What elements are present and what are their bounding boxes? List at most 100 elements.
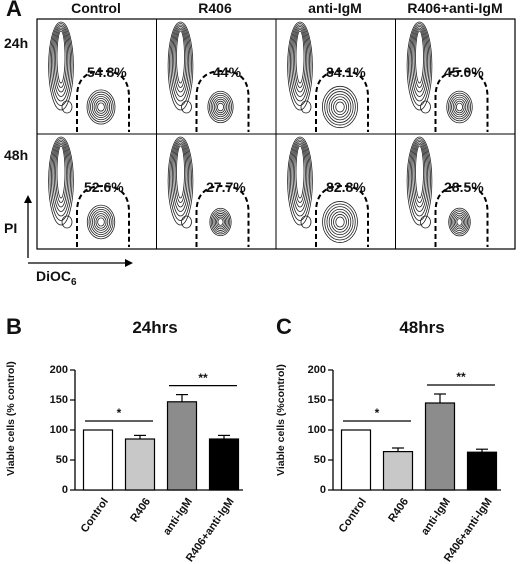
row-header-48h: 48h — [4, 147, 29, 163]
column-header-control: Control — [71, 0, 121, 16]
chart-c-ytick: 100 — [307, 424, 326, 436]
chart-b-bar — [166, 401, 198, 491]
contour-plot — [167, 21, 250, 132]
contour-line — [328, 208, 352, 236]
contour-line — [289, 24, 310, 102]
contour-line — [169, 138, 192, 221]
contour-line — [52, 141, 70, 212]
contour-line — [322, 85, 358, 129]
contour-line — [55, 144, 67, 203]
chart-b-ytick: 50 — [55, 454, 68, 466]
contour-line — [451, 96, 468, 118]
contour-line — [409, 24, 430, 102]
chart-b-ytick: 0 — [61, 484, 68, 496]
contour-line — [415, 145, 424, 199]
contour-line — [452, 212, 467, 232]
chart-c-ytick: 0 — [319, 484, 326, 496]
contour-plot — [48, 21, 130, 132]
contour-line — [406, 136, 433, 226]
contour-line — [209, 92, 232, 122]
pct-48h-anti-igm: 82.8% — [326, 179, 366, 195]
chart-c-ytick: 50 — [313, 454, 326, 466]
contour-line — [408, 23, 431, 106]
contour-line — [212, 96, 229, 118]
contour-line — [415, 30, 424, 84]
contour-line — [292, 27, 308, 93]
dioc-axis-label: DiOC6 — [36, 268, 77, 288]
contour-line — [49, 23, 73, 106]
chart-b-bar — [208, 438, 240, 491]
chart-b-category-label: R406 — [128, 496, 154, 525]
chart-c-bar — [466, 451, 498, 491]
contour-line — [210, 94, 231, 120]
contour-line — [56, 30, 66, 84]
live-gate — [195, 69, 250, 132]
contour-line — [333, 214, 347, 230]
arrowhead-icon — [125, 259, 133, 267]
contour-line — [447, 92, 472, 122]
chart-b-significance-label: * — [116, 406, 122, 420]
contour-line — [212, 211, 229, 233]
chart-c-category-label: Control — [336, 496, 369, 535]
contour-line — [53, 27, 69, 93]
live-gate — [434, 69, 489, 132]
contour-line — [216, 216, 225, 228]
contour-line — [167, 21, 194, 111]
contour-line — [48, 136, 74, 226]
contour-line — [176, 145, 185, 199]
contour-line — [97, 217, 105, 227]
contour-line — [92, 211, 110, 233]
contour-line — [456, 218, 463, 226]
contour-line — [213, 213, 228, 231]
contour-line — [452, 98, 467, 116]
contour-line — [288, 23, 312, 106]
contour-line — [93, 213, 109, 231]
contour-line — [215, 100, 226, 114]
chart-c-significance-label: * — [374, 406, 380, 420]
contour-plot — [48, 136, 130, 247]
chart-b-ytick: 150 — [49, 394, 68, 406]
contour-line — [171, 26, 190, 97]
contour-line — [61, 215, 73, 229]
chart-c-significance-label: ** — [456, 370, 466, 384]
contour-line — [324, 203, 356, 241]
contour-line — [97, 102, 105, 112]
pct-48h-r406: 27.7% — [206, 179, 246, 195]
contour-line — [322, 201, 358, 243]
contour-line — [88, 206, 114, 238]
contour-line — [324, 88, 356, 126]
contour-line — [48, 21, 74, 111]
chart-b-category-label: Control — [78, 496, 111, 535]
contour-line — [169, 23, 192, 106]
contour-line — [454, 100, 465, 114]
pct-48h-r406-anti-igm: 28.5% — [444, 179, 484, 195]
contour-line — [95, 100, 107, 114]
contour-line — [295, 30, 305, 84]
contour-line — [93, 98, 109, 116]
contour-line — [86, 204, 116, 240]
contour-line — [410, 141, 429, 212]
contour-line — [291, 141, 309, 212]
contour-line — [167, 136, 194, 226]
contour-line — [335, 216, 345, 228]
contour-line — [300, 215, 312, 229]
contour-line — [52, 26, 70, 97]
contour-line — [61, 100, 73, 114]
contour-line — [328, 93, 352, 121]
chart-b-ytick: 100 — [49, 424, 68, 436]
contour-line — [406, 21, 433, 111]
pct-24h-anti-igm: 84.1% — [326, 64, 366, 80]
panel-b-letter: B — [6, 314, 22, 339]
contour-line — [448, 207, 471, 237]
contour-line — [412, 27, 427, 93]
chart-c-ylabel: Viable cells (%control) — [275, 364, 287, 476]
chart-c-title: 48hrs — [399, 318, 445, 337]
contour-line — [300, 100, 312, 114]
chart-b-bar — [124, 438, 156, 491]
contour-line — [95, 215, 107, 229]
chart-b-ylabel: Viable cells (% control) — [5, 361, 17, 476]
contour-line — [326, 91, 354, 123]
panel-c-letter: C — [276, 314, 292, 339]
contour-plot — [287, 136, 369, 247]
contour-plot — [167, 136, 250, 247]
